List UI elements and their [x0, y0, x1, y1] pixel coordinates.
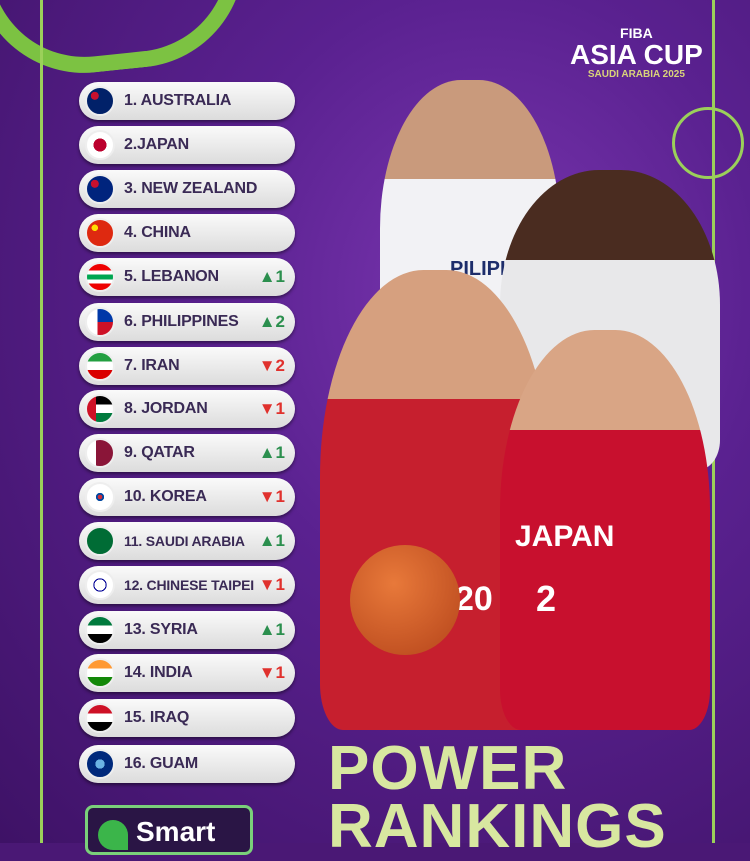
jersey-number-japan: 2	[536, 578, 557, 619]
team-name: 12. CHINESE TAIPEI	[124, 577, 254, 593]
basketball-outline-icon	[672, 107, 744, 179]
smart-sponsor-logo: Smart	[85, 805, 253, 855]
rank-change-down: ▼1	[258, 487, 285, 506]
ranking-row-saudi-arabia: 11. SAUDI ARABIA ▲1	[79, 522, 295, 560]
rank-change-up: ▲1	[258, 443, 285, 462]
flag-qatar-icon	[85, 438, 115, 468]
team-name: 16. GUAM	[124, 755, 198, 772]
team-name: 14. INDIA	[124, 664, 193, 681]
rank-change-up: ▲1	[258, 531, 285, 550]
ranking-row-china: 4. CHINA	[79, 214, 295, 252]
flag-australia-icon	[85, 86, 115, 116]
rank-change-down: ▼1	[258, 399, 285, 418]
smart-leaf-icon	[98, 820, 128, 850]
flag-syria-icon	[85, 615, 115, 645]
ranking-row-india: 14. INDIA ▼1	[79, 654, 295, 692]
flag-iraq-icon	[85, 703, 115, 733]
team-name: 5. LEBANON	[124, 268, 219, 285]
ranking-row-guam: 16. GUAM	[79, 745, 295, 783]
logo-host: SAUDI ARABIA 2025	[587, 69, 685, 80]
flag-chinese-taipei-icon	[85, 570, 115, 600]
team-name: 8. JORDAN	[124, 400, 208, 417]
flag-japan-icon	[85, 130, 115, 160]
rank-change-down: ▼1	[258, 575, 285, 594]
team-name: 11. SAUDI ARABIA	[124, 533, 245, 549]
team-name: 7. IRAN	[124, 357, 180, 374]
fiba-asia-cup-logo: FIBA ASIA CUP SAUDI ARABIA 2025	[570, 25, 703, 80]
divider-left	[40, 0, 43, 843]
flag-guam-icon	[85, 749, 115, 779]
flag-india-icon	[85, 658, 115, 688]
ranking-row-jordan: 8. JORDAN ▼1	[79, 390, 295, 428]
flag-lebanon-icon	[85, 262, 115, 292]
logo-brand: FIBA	[620, 25, 653, 41]
team-name: 3. NEW ZEALAND	[124, 180, 258, 197]
power-rankings-title: POWER RANKINGS	[328, 734, 667, 861]
ranking-row-korea: 10. KOREA ▼1	[79, 478, 295, 516]
rank-change-up: ▲1	[258, 620, 285, 639]
flag-new-zealand-icon	[85, 174, 115, 204]
jersey-number-lebanon: 20	[455, 580, 493, 618]
flag-china-icon	[85, 218, 115, 248]
ranking-row-syria: 13. SYRIA ▲1	[79, 611, 295, 649]
flag-saudi-arabia-icon	[85, 526, 115, 556]
ranking-row-chinese-taipei: 12. CHINESE TAIPEI ▼1	[79, 566, 295, 604]
rank-change-up: ▲1	[258, 267, 285, 286]
flag-iran-icon	[85, 351, 115, 381]
players-photo: PILIPINAS 20 JAPAN 2	[300, 0, 720, 740]
ranking-row-philippines: 6. PHILIPPINES ▲2	[79, 303, 295, 341]
ranking-row-australia: 1. AUSTRALIA	[79, 82, 295, 120]
jersey-text-japan: JAPAN	[515, 520, 615, 553]
rank-change-down: ▼1	[258, 663, 285, 682]
team-name: 4. CHINA	[124, 224, 191, 241]
team-name: 1. AUSTRALIA	[124, 92, 232, 109]
rank-change-up: ▲2	[258, 312, 285, 331]
ranking-row-japan: 2.JAPAN	[79, 126, 295, 164]
ranking-row-lebanon: 5. LEBANON ▲1	[79, 258, 295, 296]
team-name: 13. SYRIA	[124, 621, 198, 638]
flag-philippines-icon	[85, 307, 115, 337]
sponsor-name: Smart	[136, 816, 216, 847]
team-name: 9. QATAR	[124, 444, 195, 461]
ranking-row-qatar: 9. QATAR ▲1	[79, 434, 295, 472]
basketball	[350, 545, 460, 655]
logo-event: ASIA CUP	[570, 39, 703, 70]
ranking-row-iraq: 15. IRAQ	[79, 699, 295, 737]
rank-change-down: ▼2	[258, 356, 285, 375]
title-line-1: POWER	[328, 734, 568, 803]
ranking-row-new-zealand: 3. NEW ZEALAND	[79, 170, 295, 208]
team-name: 2.JAPAN	[124, 136, 189, 153]
ranking-row-iran: 7. IRAN ▼2	[79, 347, 295, 385]
flag-korea-icon	[85, 482, 115, 512]
player-japan	[500, 330, 710, 730]
flag-jordan-icon	[85, 394, 115, 424]
team-name: 6. PHILIPPINES	[124, 313, 239, 330]
team-name: 10. KOREA	[124, 488, 207, 505]
title-line-2: RANKINGS	[328, 792, 667, 861]
team-name: 15. IRAQ	[124, 709, 190, 726]
